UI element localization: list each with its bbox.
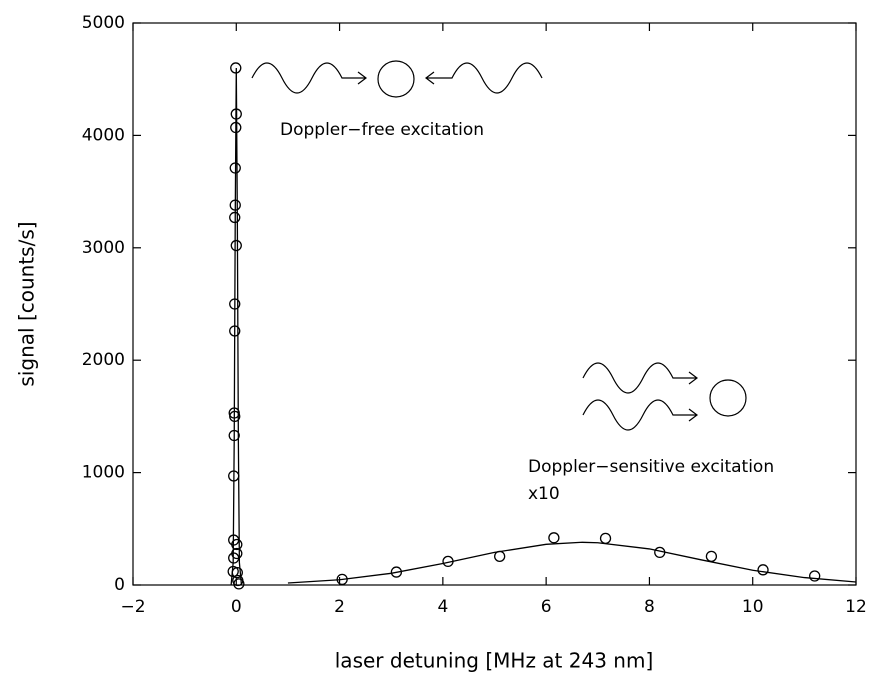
x-tick-label: 0 — [231, 597, 242, 617]
y-axis-label: signal [counts/s] — [15, 221, 39, 386]
annotation: x10 — [528, 484, 560, 504]
data-point — [233, 578, 245, 590]
y-tick-label: 1000 — [82, 463, 125, 483]
x-tick-label: 2 — [334, 597, 345, 617]
fit-line — [287, 541, 857, 584]
data-point — [548, 532, 560, 544]
x-tick-label: 6 — [541, 597, 552, 617]
data-point — [494, 550, 506, 562]
x-tick-label: 12 — [845, 597, 867, 617]
x-tick-label: 10 — [742, 597, 764, 617]
data-point — [809, 570, 821, 582]
doppler-free-icon — [251, 60, 543, 98]
y-tick-label: 5000 — [82, 13, 125, 33]
y-tick-label: 4000 — [82, 125, 125, 145]
doppler-sensitive-icon — [582, 362, 747, 431]
plot-frame — [132, 22, 857, 586]
y-tick-label: 0 — [114, 575, 125, 595]
data-point — [705, 550, 718, 562]
data-point — [390, 566, 403, 578]
x-tick-label: 8 — [644, 597, 655, 617]
data-point — [599, 532, 612, 545]
x-axis-label: laser detuning [MHz at 243 nm] — [335, 649, 654, 673]
data-point — [231, 538, 243, 551]
x-tick-label: −2 — [120, 597, 145, 617]
x-tick-label: 4 — [437, 597, 448, 617]
data-point — [757, 564, 769, 576]
y-tick-label: 3000 — [82, 238, 125, 258]
annotation: Doppler−free excitation — [280, 120, 484, 140]
y-tick-label: 2000 — [82, 350, 125, 370]
fit-line — [230, 67, 243, 586]
annotation: Doppler−sensitive excitation — [528, 457, 774, 477]
data-point — [230, 239, 242, 252]
